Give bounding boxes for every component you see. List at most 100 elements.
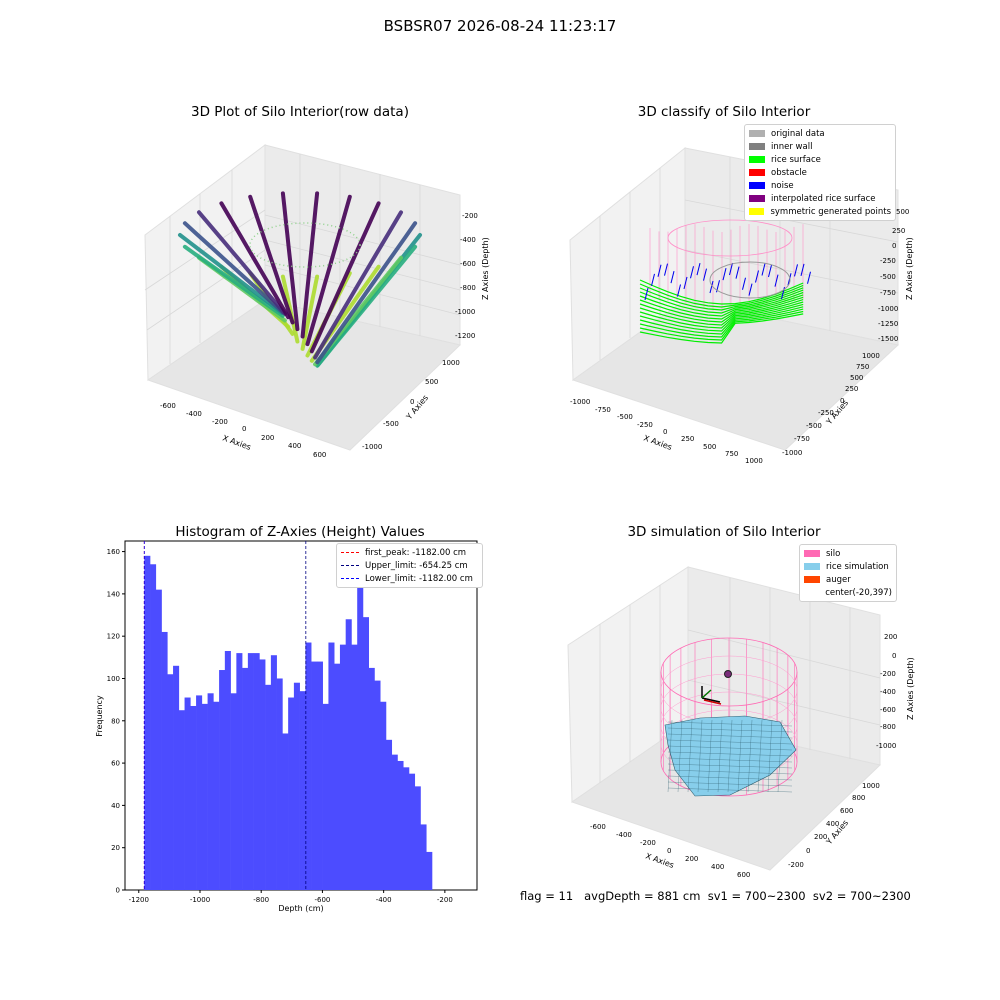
raw-y-label: Y Axies [404, 393, 430, 422]
classify-noise-mark [800, 263, 805, 276]
histogram-bar [219, 670, 226, 890]
simulation-legend-label: silo [826, 548, 841, 559]
classify-floor [571, 299, 900, 451]
classify-noise-mark [677, 284, 681, 297]
rice-mesh-line [667, 775, 793, 781]
histogram-legend-item: first_peak: -1182.00 cm [341, 546, 478, 559]
classify-legend-label: inner wall [771, 141, 813, 152]
classify-ztick: 500 [896, 208, 909, 216]
simulation-ztick: -400 [880, 688, 896, 696]
classify-ytick: -750 [794, 435, 810, 443]
histogram-legend-swatch [341, 552, 359, 553]
classify-noise-mark [703, 268, 707, 281]
raw-panel-title: 3D Plot of Silo Interior(row data) [191, 104, 409, 120]
simulation-legend-swatch [804, 563, 820, 570]
histogram-bar [265, 684, 272, 890]
raw-surface-ribbon [197, 210, 287, 316]
histogram-legend-label: Upper_limit: -654.25 cm [365, 560, 468, 571]
simulation-z-ticks: 200 0 -200 -400 -600 -800 -1000 [876, 633, 897, 750]
raw-surface-ribbon [178, 233, 284, 315]
classify-legend-swatch [749, 143, 765, 150]
raw-surface-ribbon [315, 221, 418, 365]
classify-ztick: -250 [880, 257, 896, 265]
simulation-legend-label: auger [826, 574, 851, 585]
classify-inner-wall [709, 261, 791, 299]
simulation-legend-item: auger [804, 573, 892, 586]
raw-ytick: 500 [425, 378, 438, 386]
histogram-bar [299, 691, 306, 890]
simulation-legend-item: center(-20,397) [804, 586, 892, 599]
raw-y-ticks: -1000 -500 0 500 1000 [362, 359, 460, 451]
simulation-xtick: 200 [685, 855, 698, 863]
classify-rice-line [639, 308, 804, 338]
classify-noise-mark [794, 264, 798, 277]
histogram-bar [247, 653, 254, 890]
raw-surface-ribbon [182, 221, 285, 315]
classify-noise-mark [709, 280, 714, 294]
simulation-ztick: -800 [880, 723, 896, 731]
classify-rice-line [639, 296, 804, 323]
auger-axis-x [701, 697, 721, 703]
classify-noise-mark [735, 266, 740, 279]
histogram-bar [213, 701, 220, 890]
histogram-xtick-label: -600 [314, 896, 330, 904]
simulation-ztick: 200 [884, 633, 897, 641]
simulation-panel-title: 3D simulation of Silo Interior [627, 524, 821, 540]
classify-3d-plot: -1000 -750 -500 -250 0 250 500 750 1000 … [569, 146, 914, 465]
histogram-bar [242, 667, 249, 890]
simulation-ytick: 1000 [862, 782, 880, 790]
classify-legend-label: symmetric generated points [770, 206, 891, 217]
histogram-ytick-label: 80 [111, 717, 120, 725]
histogram-bar [253, 653, 260, 890]
simulation-xtick: -200 [640, 839, 656, 847]
rice-mesh-line [667, 763, 793, 769]
classify-noise-mark [755, 270, 759, 283]
histogram-legend-swatch [341, 578, 359, 579]
rice-mesh-line [667, 739, 793, 745]
raw-surface-ribbon [315, 244, 418, 368]
raw-xtick: 0 [242, 425, 246, 433]
classify-rice-line [639, 313, 804, 344]
histogram-bar [385, 739, 393, 890]
raw-ztick: -800 [460, 284, 476, 292]
histogram-bar [173, 665, 180, 890]
raw-xtick: 600 [313, 451, 326, 459]
classify-rice-line [639, 289, 804, 314]
rice-mesh-line [757, 719, 763, 793]
histogram-bar [276, 678, 283, 890]
histogram-bar [224, 650, 231, 890]
auger-marker [701, 686, 722, 705]
classify-ytick: -500 [806, 422, 822, 430]
raw-surface-ribbon [300, 191, 320, 339]
histogram-bar [167, 674, 174, 890]
simulation-legend-swatch [804, 589, 820, 596]
classify-rice-line [639, 283, 804, 308]
histogram-bar [161, 631, 168, 890]
histogram-bar [368, 667, 375, 890]
histogram-bar [339, 644, 346, 890]
rice-mesh-line [687, 719, 693, 793]
classify-noise-mark [807, 271, 811, 284]
simulation-x-ticks: -600 -400 -200 0 200 400 600 [590, 823, 750, 879]
center-marker [724, 670, 732, 678]
classify-z-label: Z Axies (Depth) [905, 237, 914, 300]
rice-surface-patch [664, 715, 797, 797]
raw-surface-ribbon [182, 244, 285, 318]
histogram-ytick-label: 0 [116, 887, 120, 895]
classify-noise-mark [696, 262, 701, 276]
histogram-bar [236, 653, 243, 890]
histogram-bar [150, 564, 157, 890]
classify-ytick: 500 [850, 374, 863, 382]
histogram-bar [201, 703, 208, 890]
histogram-title: Histogram of Z-Axies (Height) Values [175, 524, 425, 540]
raw-surface-ribbon [305, 194, 352, 347]
classify-rice-line [639, 294, 804, 320]
classify-legend-label: noise [771, 180, 794, 191]
raw-ztick: -200 [462, 212, 478, 220]
histogram-ytick-label: 40 [111, 802, 120, 810]
histogram-bar [207, 693, 214, 890]
histogram-ytick-label: 120 [107, 633, 120, 641]
classify-xtick: 500 [703, 443, 716, 451]
rice-mesh-line [737, 719, 743, 793]
classify-noise-mark [722, 268, 727, 281]
